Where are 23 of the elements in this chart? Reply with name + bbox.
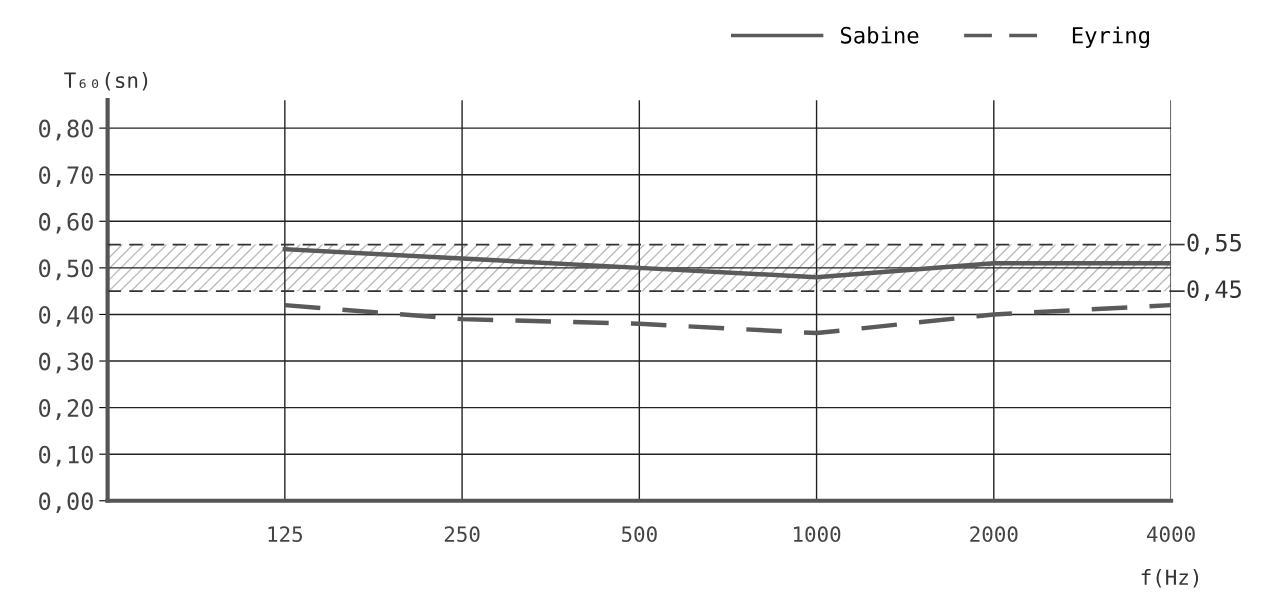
x-tick-label: 1000 xyxy=(793,526,841,543)
x-tick-label: 125 xyxy=(268,526,302,543)
y-tick-label: 0,40 xyxy=(39,305,93,327)
line-series xyxy=(282,247,1172,280)
ref-line-label: 0,45 xyxy=(1187,280,1241,302)
x-tick-label: 500 xyxy=(621,526,657,543)
ref-line-label: 0,55 xyxy=(1187,233,1241,255)
y-tick-label: 0,50 xyxy=(39,259,93,281)
y-tick-label: 0,10 xyxy=(39,445,93,467)
x-axis-title: f(Hz) xyxy=(1141,568,1199,588)
y-tick-label: 0,20 xyxy=(39,399,93,420)
line-series xyxy=(282,302,1172,336)
y-tick-label: 0,80 xyxy=(39,119,93,141)
legend-label: Sabine xyxy=(840,26,919,44)
x-tick-label: 250 xyxy=(444,526,480,543)
y-axis-title: T₆₀(sn) xyxy=(64,72,148,91)
y-tick-label: 0,70 xyxy=(39,166,93,188)
x-tick-label: 2000 xyxy=(970,526,1018,543)
x-tick-label: 4000 xyxy=(1147,526,1195,543)
legend-label: Eyring xyxy=(1072,26,1149,49)
y-tick-label: 0,00 xyxy=(39,492,93,514)
y-tick-label: 0,60 xyxy=(39,212,93,234)
y-tick-label: 0,30 xyxy=(39,352,93,374)
